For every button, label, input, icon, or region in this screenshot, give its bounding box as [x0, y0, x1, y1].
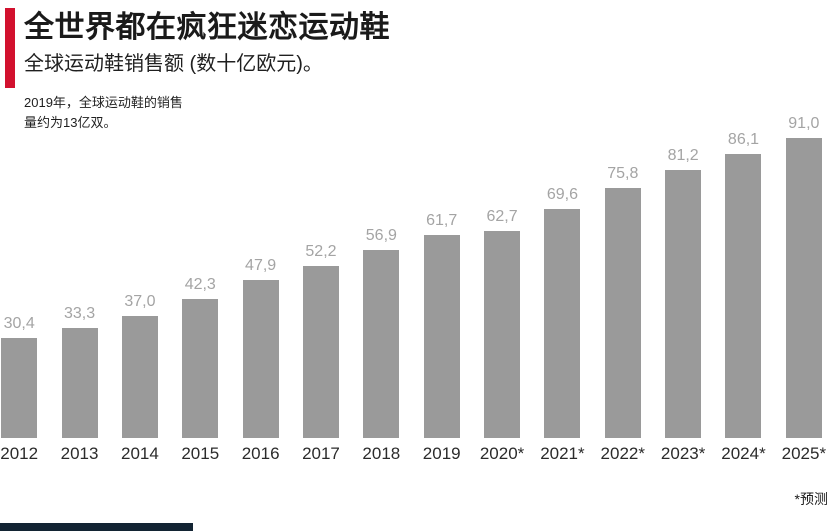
footer-strip	[0, 523, 193, 531]
bar	[544, 209, 581, 438]
bar-slot: 42,3	[170, 138, 230, 438]
x-axis-label: 2017	[302, 444, 340, 463]
x-axis-label: 2014	[120, 444, 159, 463]
bar	[363, 250, 400, 438]
bar	[302, 266, 339, 438]
bar-value-label: 47,9	[245, 257, 277, 274]
bar-slot: 86,1	[713, 131, 773, 438]
bar-slot: 56,9	[351, 138, 411, 438]
bar-value-label: 33,3	[63, 305, 96, 322]
annotation-line-2: 量约为13亿双。	[24, 115, 117, 130]
x-axis-label: 2018	[362, 444, 401, 463]
x-axis: 2012 2013 2014 2015 2016 2017 2018 2019 2020* 202…	[0, 444, 832, 464]
bar	[423, 235, 460, 438]
bar-value-label: 69,6	[546, 186, 578, 203]
bar-slot: 69,6	[532, 138, 592, 438]
bar-value-label: 61,7	[426, 212, 458, 229]
annotation: 2019年，全球运动鞋的销售 量约为13亿双。	[24, 93, 183, 133]
bar	[725, 154, 762, 438]
bar-value-label: 75,8	[607, 165, 639, 182]
bar-slot: 81,2	[653, 138, 713, 438]
bar-value-label: 52,2	[305, 243, 337, 260]
bar-value-label: 37,0	[124, 293, 156, 310]
bar-slot: 61,7	[412, 138, 472, 438]
x-axis-label: 2016	[241, 444, 280, 463]
bar-slot: 75,8	[593, 138, 653, 438]
bar-value-label: 91,0	[788, 115, 820, 132]
title-accent-bar	[5, 8, 15, 88]
bar-value-label: 62,7	[486, 208, 518, 225]
annotation-line-1: 2019年，全球运动鞋的销售	[24, 95, 183, 110]
x-axis-label: 2023*	[660, 444, 706, 463]
page-subtitle: 全球运动鞋销售额 (数十亿欧元)。	[24, 53, 323, 75]
x-axis-label: 2013	[60, 444, 99, 463]
bar-slot: 33,3	[49, 138, 109, 438]
bar	[242, 280, 279, 438]
x-axis-label: 2022*	[600, 444, 645, 463]
bar	[182, 299, 219, 438]
bar	[665, 170, 702, 438]
bar	[484, 231, 521, 438]
bar-value-label: 42,3	[184, 276, 216, 293]
bar	[61, 328, 98, 438]
x-axis-label: 2012	[0, 444, 39, 463]
bar-value-label: 81,2	[667, 147, 699, 164]
bar-value-label: 30,4	[3, 315, 35, 332]
bar	[785, 138, 822, 438]
forecast-footnote: *预测	[794, 491, 828, 507]
bar-slot: 91,0	[774, 115, 832, 438]
page-title: 全世界都在疯狂迷恋运动鞋	[24, 11, 390, 44]
x-axis-label: 2015	[181, 444, 220, 463]
bar	[121, 316, 158, 438]
bar-value-label: 86,1	[727, 131, 760, 148]
bar-slot: 62,7	[472, 138, 532, 438]
x-axis-label: 2020*	[479, 444, 525, 463]
bar-value-label: 56,9	[365, 227, 397, 244]
x-axis-label: 2021*	[540, 444, 585, 463]
bar-slot: 52,2	[291, 138, 351, 438]
bar-slot: 30,4	[0, 138, 49, 438]
bar-slot: 47,9	[230, 138, 290, 438]
bar	[604, 188, 641, 438]
x-axis-label: 2019	[422, 444, 461, 463]
x-axis-label: 2024*	[721, 444, 766, 463]
bar	[1, 338, 38, 438]
bars-row: 30,4 33,3 37,0 42,3 47,9 52,2 56,9 61,7 62,7 69,6…	[0, 115, 832, 438]
x-axis-label: 2025*	[781, 444, 827, 463]
bar-slot: 37,0	[110, 138, 170, 438]
